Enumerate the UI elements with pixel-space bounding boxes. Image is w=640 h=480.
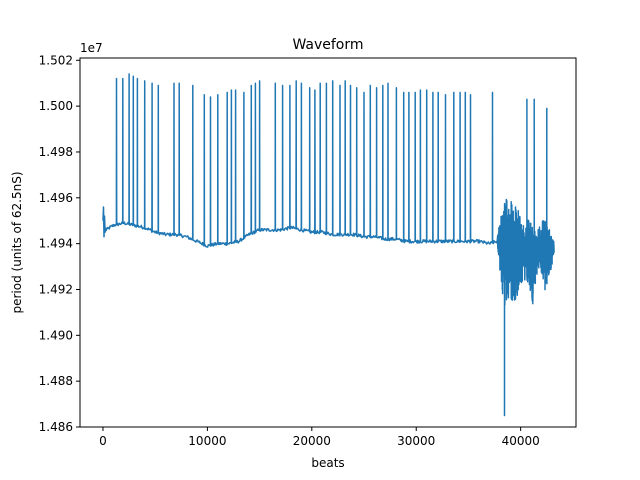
y-axis: 1.486 1.488 1.490 1.492 1.494 1.496 1.498 1.500…	[39, 53, 80, 434]
y-tick-label: 1.488	[39, 374, 73, 388]
y-tick-label: 1.494	[39, 237, 73, 251]
y-axis-label: period (units of 62.5nS)	[10, 171, 24, 313]
y-tick-label: 1.496	[39, 191, 73, 205]
y-tick-label: 1.498	[39, 145, 73, 159]
x-axis-label: beats	[311, 456, 344, 470]
y-tick-label: 1.490	[39, 328, 73, 342]
plot-content	[102, 73, 555, 417]
x-axis: 0 10000 20000 30000 40000	[99, 427, 540, 448]
x-tick-label: 30000	[397, 434, 435, 448]
y-axis-offset-label: 1e7	[80, 41, 103, 55]
x-tick-label: 0	[99, 434, 107, 448]
y-tick-label: 1.500	[39, 99, 73, 113]
x-tick-label: 40000	[502, 434, 540, 448]
y-tick-label: 1.502	[39, 53, 73, 67]
y-tick-label: 1.492	[39, 282, 73, 296]
x-tick-label: 20000	[293, 434, 331, 448]
x-tick-label: 10000	[188, 434, 226, 448]
plot-frame	[79, 57, 577, 428]
chart-title: Waveform	[292, 37, 363, 53]
series-line	[102, 73, 555, 417]
y-tick-label: 1.486	[39, 420, 73, 434]
